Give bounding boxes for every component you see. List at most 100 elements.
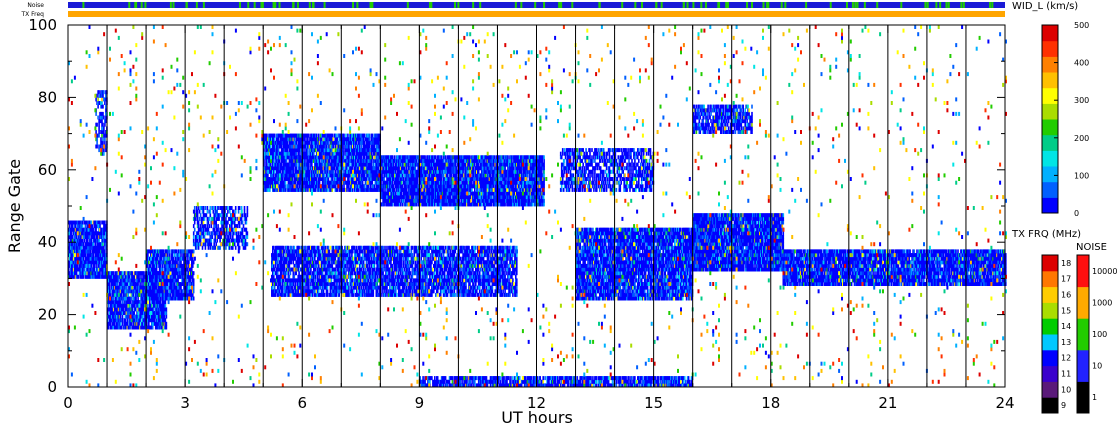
- echo-cell: [130, 292, 133, 297]
- echo-cell: [321, 169, 324, 174]
- echo-cell: [156, 314, 159, 319]
- echo-cell: [136, 292, 138, 297]
- echo-cell: [151, 282, 154, 286]
- echo-cell: [82, 267, 85, 272]
- echo-cell: [166, 256, 169, 261]
- echo-cell: [160, 253, 163, 258]
- echo-cell: [125, 296, 128, 301]
- noise-strip-mark: [926, 2, 929, 8]
- echo-cell: [165, 274, 168, 279]
- echo-cell: [125, 303, 128, 308]
- echo-cell: [139, 271, 141, 276]
- echo-cell: [110, 325, 113, 330]
- echo-cell: [158, 296, 161, 301]
- echo-cell: [153, 311, 156, 315]
- echo-cell: [144, 303, 146, 308]
- echo-cell: [96, 256, 98, 261]
- echo-cell: [182, 289, 184, 294]
- echo-cell: [71, 249, 74, 254]
- echo-cell: [161, 278, 164, 283]
- echo-cell: [126, 300, 129, 305]
- echo-cell: [138, 278, 140, 283]
- echo-cell: [82, 256, 85, 261]
- echo-cell: [88, 227, 91, 232]
- echo-cell: [77, 245, 80, 250]
- echo-cell: [80, 263, 83, 268]
- echo-cell: [75, 220, 78, 225]
- echo-cell: [154, 282, 157, 286]
- echo-cell: [192, 216, 195, 221]
- echo-cell: [209, 209, 212, 214]
- echo-cell: [98, 256, 100, 261]
- echo-cell: [120, 325, 123, 330]
- echo-cell: [177, 289, 179, 294]
- echo-cell: [180, 267, 182, 272]
- echo-cell: [110, 303, 112, 308]
- echo-cell: [368, 133, 371, 138]
- echo-cell: [118, 289, 121, 294]
- echo-cell: [101, 93, 103, 98]
- echo-cell: [216, 231, 218, 236]
- echo-cell: [180, 263, 182, 268]
- echo-cell: [178, 256, 180, 261]
- echo-cell: [190, 256, 192, 261]
- echo-cell: [136, 289, 138, 294]
- echo-cell: [79, 227, 82, 232]
- echo-cell: [157, 260, 160, 265]
- echo-cell: [70, 231, 73, 236]
- echo-cell: [71, 245, 74, 250]
- echo-cell: [342, 155, 344, 160]
- echo-cell: [167, 267, 170, 272]
- echo-cell: [90, 267, 92, 272]
- echo-cell: [95, 274, 97, 279]
- echo-cell: [160, 249, 163, 254]
- echo-cell: [100, 140, 102, 145]
- echo-cell: [95, 271, 97, 276]
- echo-cell: [116, 321, 119, 326]
- echo-cell: [155, 325, 158, 330]
- echo-cell: [309, 140, 311, 145]
- echo-cell: [132, 296, 134, 301]
- echo-cell: [129, 318, 132, 323]
- echo-cell: [153, 256, 156, 261]
- echo-cell: [172, 256, 174, 261]
- echo-cell: [138, 285, 140, 290]
- echo-cell: [130, 296, 133, 301]
- echo-cell: [133, 318, 135, 323]
- echo-cell: [91, 253, 93, 258]
- echo-cell: [132, 274, 134, 279]
- echo-cell: [186, 296, 188, 301]
- echo-cell: [113, 289, 116, 294]
- echo-cell: [130, 289, 133, 294]
- echo-cell: [202, 216, 205, 221]
- echo-cell: [198, 209, 201, 214]
- echo-cell: [150, 267, 152, 272]
- echo-cell: [208, 209, 211, 214]
- noise-strip-mark: [514, 2, 517, 8]
- echo-cell: [152, 285, 155, 290]
- echo-cell: [143, 307, 145, 312]
- echo-cell: [156, 321, 159, 326]
- echo-cell: [170, 253, 173, 258]
- echo-cell: [163, 307, 166, 312]
- echo-cell: [109, 285, 111, 290]
- echo-cell: [363, 184, 366, 189]
- echo-cell: [74, 245, 77, 250]
- echo-cell: [148, 285, 150, 290]
- echo-cell: [110, 311, 113, 315]
- echo-cell: [100, 144, 102, 149]
- echo-cell: [130, 285, 133, 290]
- echo-cell: [160, 325, 163, 330]
- echo-cell: [89, 274, 92, 279]
- echo-cell: [117, 303, 120, 308]
- echo-cell: [159, 307, 162, 312]
- echo-cell: [73, 260, 76, 265]
- echo-cell: [110, 278, 113, 283]
- echo-cell: [197, 224, 200, 229]
- echo-cell: [98, 220, 100, 225]
- echo-cell: [201, 220, 204, 225]
- echo-cell: [144, 321, 146, 326]
- echo-cell: [126, 296, 129, 301]
- noise-strip-mark: [261, 2, 264, 8]
- echo-cell: [70, 256, 72, 261]
